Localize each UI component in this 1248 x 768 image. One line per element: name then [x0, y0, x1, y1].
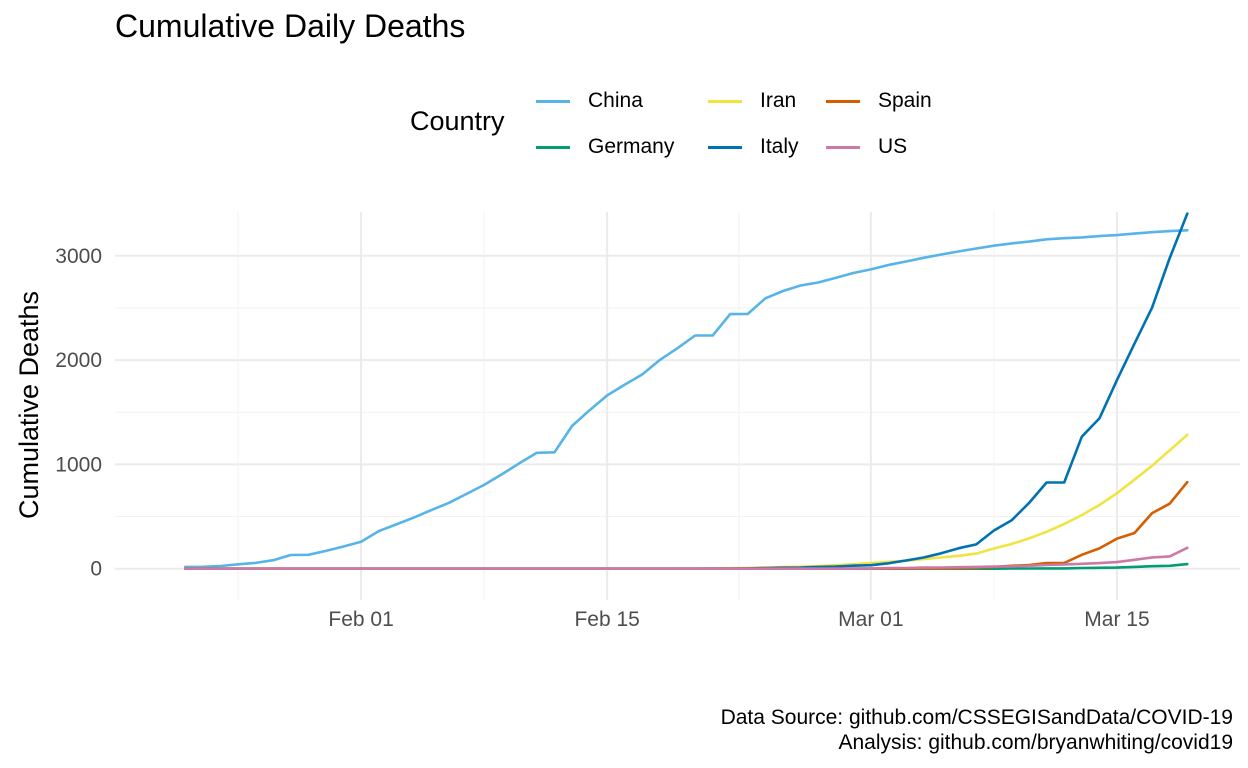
x-tick-label: Mar 01 — [838, 608, 903, 631]
legend-swatch-spain — [826, 100, 860, 103]
legend-label-iran: Iran — [760, 89, 797, 112]
legend-label-italy: Italy — [760, 135, 799, 158]
y-tick-label: 1000 — [55, 453, 102, 476]
series-line-italy — [184, 212, 1189, 571]
legend-label-us: US — [878, 135, 908, 158]
y-axis-ticks: 0 1000 2000 3000 — [55, 245, 102, 581]
series-line-us — [184, 546, 1189, 571]
line-chart: 0 1000 2000 3000 Feb 01 Feb 15 Mar 01 Mar 15 C… — [14, 212, 1240, 631]
caption: Data Source: github.com/CSSEGISandData/C… — [721, 705, 1233, 755]
legend-swatch-china — [536, 100, 570, 103]
series-line-china — [184, 229, 1189, 569]
legend-swatch-germany — [536, 146, 570, 149]
legend-swatch-us — [826, 146, 860, 149]
x-axis-ticks: Feb 01 Feb 15 Mar 01 Mar 15 — [328, 608, 1149, 631]
x-tick-label: Feb 15 — [574, 608, 639, 631]
legend-label-germany: Germany — [588, 135, 675, 158]
caption-analysis: Analysis: github.com/bryanwhiting/covid1… — [838, 731, 1233, 754]
x-tick-label: Mar 15 — [1084, 608, 1149, 631]
legend-title: Country — [410, 106, 505, 136]
chart-title: Cumulative Daily Deaths — [115, 8, 466, 44]
legend-swatch-iran — [708, 100, 742, 103]
y-tick-label: 0 — [90, 558, 102, 581]
legend-label-spain: Spain — [878, 89, 932, 112]
legend: Country China Germany Iran Italy Spain U… — [0, 80, 1248, 170]
y-tick-label: 3000 — [55, 245, 102, 268]
series-lines — [184, 212, 1189, 571]
caption-source: Data Source: github.com/CSSEGISandData/C… — [720, 706, 1233, 729]
y-axis-label: Cumulative Deaths — [14, 291, 44, 519]
grid-lines — [115, 212, 1240, 600]
legend-label-china: China — [588, 89, 643, 112]
legend-swatch-italy — [708, 146, 742, 149]
y-tick-label: 2000 — [55, 349, 102, 372]
x-tick-label: Feb 01 — [328, 608, 393, 631]
